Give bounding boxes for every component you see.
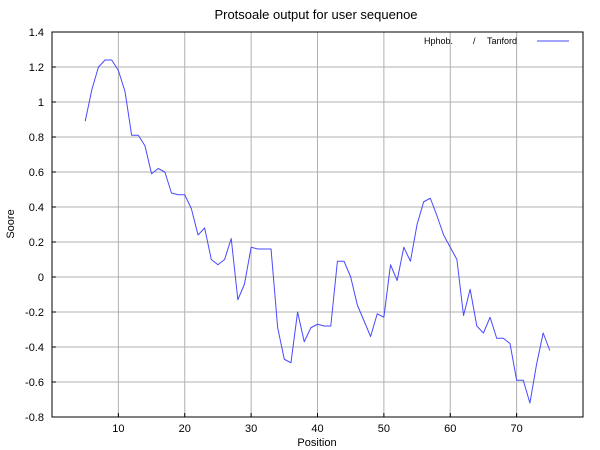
y-axis-label: Soore: [5, 209, 17, 238]
y-tick-label: 0.4: [29, 202, 44, 214]
y-tick-label: 0.6: [29, 167, 44, 179]
chart-title: Protsoale output for user sequenoe: [214, 7, 417, 22]
y-tick-label: 1.4: [29, 27, 44, 39]
legend: Hphob. / Tanford: [424, 36, 569, 46]
x-axis-label: Position: [297, 437, 336, 449]
y-tick-label: 1: [38, 97, 44, 109]
y-tick-label: 0: [38, 272, 44, 284]
x-tick-label: 30: [245, 423, 257, 435]
legend-label-hphob: Hphob.: [424, 36, 453, 46]
y-tick-label: 1.2: [29, 62, 44, 74]
x-tick-label: 10: [112, 423, 124, 435]
y-tick-label: -0.2: [25, 307, 44, 319]
y-tick-label: 0.2: [29, 237, 44, 249]
y-tick-label: -0.8: [25, 412, 44, 424]
series-line: [84, 59, 551, 404]
legend-label-tanford: Tanford: [487, 36, 517, 46]
y-tick-label: 0.8: [29, 132, 44, 144]
ticks: 10 20 30 40 50 60 70 1.4 1.2 1 0.8 0.6 0.4 0.2 0 -0.2 -0…: [25, 27, 523, 435]
legend-label-separator: /: [473, 36, 476, 46]
x-tick-label: 40: [311, 423, 323, 435]
x-tick-label: 60: [444, 423, 456, 435]
series-layer: [84, 59, 551, 404]
grid: [52, 32, 583, 417]
x-tick-label: 70: [511, 423, 523, 435]
x-tick-label: 20: [179, 423, 191, 435]
y-tick-label: -0.6: [25, 377, 44, 389]
x-tick-label: 50: [378, 423, 390, 435]
y-tick-label: -0.4: [25, 342, 44, 354]
